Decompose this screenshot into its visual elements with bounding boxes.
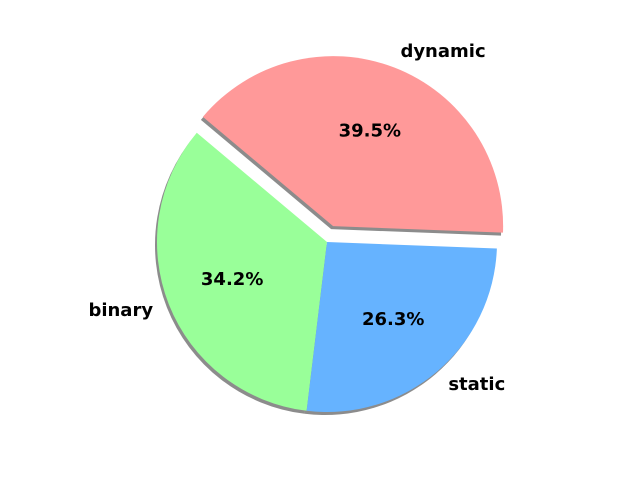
pie-slice-dynamic <box>202 56 504 233</box>
slice-percent-binary: 34.2% <box>201 269 263 290</box>
slice-percent-dynamic: 39.5% <box>339 120 401 141</box>
slice-percent-static: 26.3% <box>362 309 424 330</box>
slice-label-dynamic: dynamic <box>400 41 485 62</box>
pie-slice-binary <box>156 132 327 411</box>
pie-slice-static <box>306 242 497 413</box>
slice-label-static: static <box>448 374 505 395</box>
slice-layer <box>156 56 504 413</box>
label-layer: binary 34.2% static 26.3% dynamic 39.5% <box>88 41 505 395</box>
slice-label-binary: binary <box>88 300 153 321</box>
